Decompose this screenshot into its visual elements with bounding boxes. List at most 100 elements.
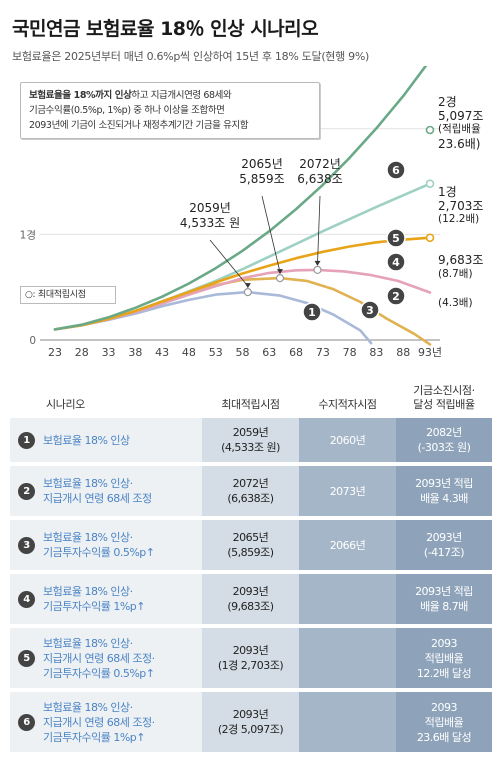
cell-scenario: 3 보험료율 18% 인상· 기금투자수익률 0.5%p↑ xyxy=(10,520,202,570)
x-tick-label: 78 xyxy=(343,346,357,359)
scenario-name: 보험료율 18% 인상· 지급개시 연령 68세 조정 xyxy=(43,477,152,505)
peak-label-year: 2059년 xyxy=(189,201,231,215)
cell-depletion: 2082년 (-303조 원) xyxy=(396,418,492,462)
scenario-number-badge: 1 xyxy=(18,431,35,449)
x-tick-label: 93년 xyxy=(418,346,442,359)
cell-peak: 2065년 (5,859조) xyxy=(202,520,299,570)
series-badge-label: 1 xyxy=(308,306,316,319)
scenario-number-badge: 4 xyxy=(18,590,35,608)
scenario-name: 보험료율 18% 인상· 지급개시 연령 68세 조정· 기금투자수익률 0.5… xyxy=(43,636,155,680)
cell-deficit: 2073년 xyxy=(299,466,396,516)
cell-deficit xyxy=(299,628,396,688)
series-badge-label: 5 xyxy=(392,232,400,245)
peak-marker-0 xyxy=(243,288,252,297)
header-peak: 최대적립시점 xyxy=(221,398,280,411)
scenario-name: 보험료율 18% 인상· 지급개시 연령 68세 조정· 기금투자수익률 1%p… xyxy=(43,700,155,744)
end-label-6: 5,097조 xyxy=(438,109,483,123)
scenario-name: 보험료율 18% 인상· 기금투자수익률 1%p↑ xyxy=(43,585,146,613)
peak-arrow-2 xyxy=(314,260,321,266)
peak-marker-2 xyxy=(313,265,322,275)
peak-leader-0 xyxy=(209,239,249,287)
end-label-2: (4.3배) xyxy=(438,297,473,309)
y-tick-label: 0 xyxy=(29,335,36,347)
x-tick-label: 38 xyxy=(128,346,142,359)
series-badge-3 xyxy=(360,300,380,320)
cell-depletion: 2093년 적립 배율 4.3배 xyxy=(396,466,492,516)
cell-depletion: 2093 적립배율 23.6배 달성 xyxy=(396,692,492,752)
cell-scenario: 5 보험료율 18% 인상· 지급개시 연령 68세 조정· 기금투자수익률 0.… xyxy=(10,628,202,688)
peak-label-value: 5,859조 xyxy=(239,172,284,186)
peak-arrow-1 xyxy=(277,269,283,275)
y-tick-label: 1경 xyxy=(20,228,36,241)
cell-depletion: 2093년 적립 배율 8.7배 xyxy=(396,574,492,624)
x-tick-label: 63 xyxy=(262,346,276,359)
series-badge-label: 4 xyxy=(392,256,400,269)
peak-arrow-0 xyxy=(244,283,251,289)
x-tick-label: 43 xyxy=(155,346,169,359)
table-header: 시나리오 최대적립시점 수지적자시점 기금소진시점· 달성 적립배율 xyxy=(10,374,492,418)
cell-scenario: 4 보험료율 18% 인상· 기금투자수익률 1%p↑ xyxy=(10,574,202,624)
end-marker-4 xyxy=(425,233,435,243)
end-label-4: 9,683조 xyxy=(438,253,483,267)
scenario-number-badge: 5 xyxy=(18,649,35,667)
series-badge-label: 6 xyxy=(392,164,400,177)
scenario-table: 시나리오 최대적립시점 수지적자시점 기금소진시점· 달성 적립배율 1 보험료율… xyxy=(10,374,492,756)
end-marker-6 xyxy=(425,125,435,135)
series-line-6 xyxy=(53,58,432,331)
cell-peak: 2093년 (2경 5,097조) xyxy=(202,692,299,752)
cell-deficit: 2066년 xyxy=(299,520,396,570)
series-badge-2 xyxy=(386,286,406,306)
end-label-6: (적립배율 xyxy=(438,122,481,135)
x-tick-label: 48 xyxy=(182,346,196,359)
series-badge-1 xyxy=(302,302,322,322)
cell-deficit xyxy=(299,574,396,624)
cell-depletion: 2093 적립배율 12.2배 달성 xyxy=(396,628,492,688)
peak-leader-2 xyxy=(317,195,321,264)
end-label-4: (8.7배) xyxy=(438,268,473,280)
page-subtitle: 보험료율은 2025년부터 매년 0.6%p씩 인상하여 15년 후 18% 도… xyxy=(12,50,369,63)
end-label-5: 1경 xyxy=(438,185,457,199)
peak-label-value: 6,638조 xyxy=(297,172,342,186)
table-row: 4 보험료율 18% 인상· 기금투자수익률 1%p↑ 2093년 (9,683조)… xyxy=(10,574,492,624)
series-badge-label: 2 xyxy=(392,290,400,303)
cell-deficit xyxy=(299,692,396,752)
end-label-5: (12.2배) xyxy=(438,213,479,225)
x-tick-label: 53 xyxy=(209,346,223,359)
cell-depletion: 2093년 (-417조) xyxy=(396,520,492,570)
peak-leader-1 xyxy=(261,195,281,273)
peak-label-year: 2072년 xyxy=(299,157,341,171)
page-title: 국민연금 보험료율 18％ 인상 시나리오 xyxy=(12,18,319,40)
cell-scenario: 2 보험료율 18% 인상· 지급개시 연령 68세 조정 xyxy=(10,466,202,516)
table-row: 6 보험료율 18% 인상· 지급개시 연령 68세 조정· 기금투자수익률 1%… xyxy=(10,692,492,752)
end-label-6: 2경 xyxy=(438,95,457,109)
end-label-6: 23.6배) xyxy=(438,137,480,151)
x-tick-label: 23 xyxy=(48,346,62,359)
series-badge-4 xyxy=(386,252,406,272)
cell-peak: 2072년 (6,638조) xyxy=(202,466,299,516)
table-row: 1 보험료율 18% 인상 2059년 (4,533조 원) 2060년 2082년 (… xyxy=(10,418,492,462)
scenario-number-badge: 3 xyxy=(18,536,35,554)
peak-label-value: 4,533조 원 xyxy=(180,216,240,230)
series-line-4 xyxy=(53,236,432,331)
cell-scenario: 6 보험료율 18% 인상· 지급개시 연령 68세 조정· 기금투자수익률 1%… xyxy=(10,692,202,752)
series-badge-6 xyxy=(386,160,406,180)
table-row: 2 보험료율 18% 인상· 지급개시 연령 68세 조정 2072년 (6,638… xyxy=(10,466,492,516)
table-row: 3 보험료율 18% 인상· 기금투자수익률 0.5%p↑ 2065년 (5,859… xyxy=(10,520,492,570)
header-deficit: 수지적자시점 xyxy=(318,398,377,411)
note-bold: 보험료율을 18%까지 인상 xyxy=(29,90,132,101)
end-marker-5 xyxy=(425,179,435,189)
series-badge-5 xyxy=(386,228,406,248)
note-rest: 하고 지급개시연령 68세와 xyxy=(131,90,232,101)
x-tick-label: 58 xyxy=(236,346,250,359)
x-tick-label: 88 xyxy=(396,346,410,359)
peak-marker-1 xyxy=(275,274,285,283)
peak-label-year: 2065년 xyxy=(241,157,283,171)
legend-peak-marker: ○: 최대적립시점 xyxy=(20,286,116,304)
note-line-3: 2093년에 기금이 소진되거나 재정추계기간 기금을 유지함 xyxy=(29,120,249,131)
scenario-name: 보험료율 18% 인상 xyxy=(43,433,130,447)
header-depletion: 기금소진시점· 달성 적립배율 xyxy=(413,384,475,411)
scenario-number-badge: 6 xyxy=(18,713,35,731)
chart-note: 보험료율을 18%까지 인상하고 지급개시연령 68세와 기금수익률(0.5%p… xyxy=(20,82,320,139)
note-line-2: 기금수익률(0.5%p, 1%p) 중 하나 이상을 조합하면 xyxy=(29,105,225,116)
cell-peak: 2059년 (4,533조 원) xyxy=(202,418,299,462)
